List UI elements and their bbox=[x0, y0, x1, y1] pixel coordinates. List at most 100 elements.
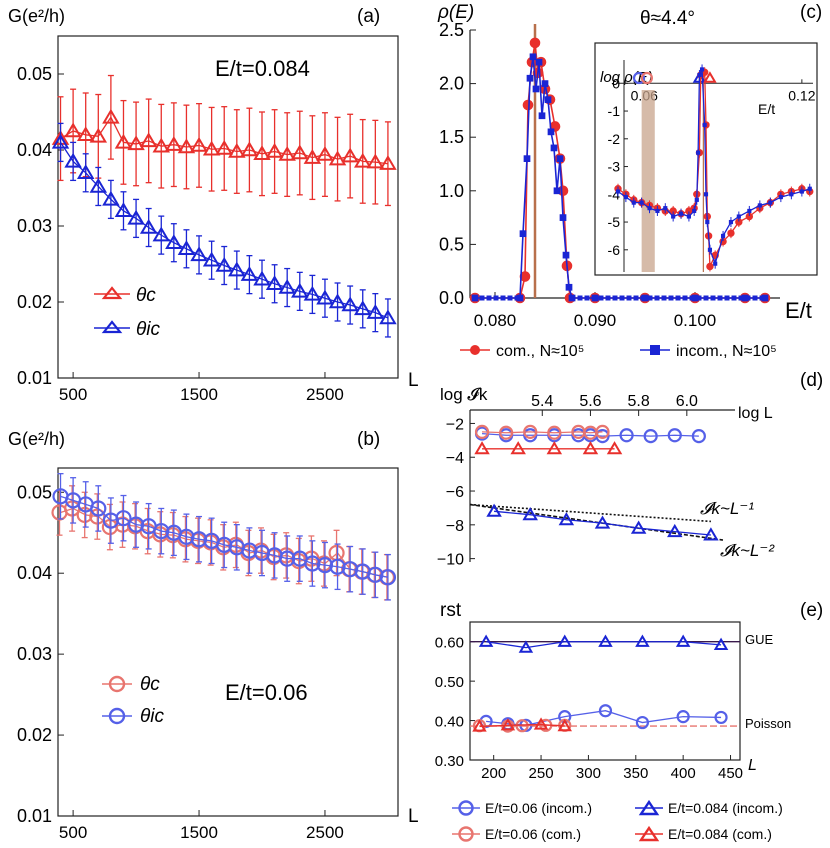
data-point bbox=[76, 126, 95, 142]
bl-label-0: E/t=0.06 (incom.) bbox=[485, 800, 592, 816]
data-point bbox=[529, 53, 537, 61]
data-point bbox=[606, 441, 623, 455]
data-point bbox=[557, 634, 572, 647]
panel-b-ylabel: G(e²/h) bbox=[8, 429, 65, 449]
panel-a: G(e²/h) (a) L E/t=0.084 500 1500 2500 0.01 0… bbox=[8, 6, 419, 404]
data-point bbox=[703, 527, 719, 541]
baseline-point bbox=[661, 295, 667, 301]
data-point bbox=[89, 127, 108, 143]
baseline-point bbox=[479, 295, 485, 301]
inset-data-point bbox=[623, 194, 628, 200]
data-point bbox=[635, 634, 650, 647]
data-point bbox=[177, 138, 196, 154]
baseline-point bbox=[710, 295, 716, 301]
inset-y-tick-label: -3 bbox=[608, 159, 621, 175]
data-point bbox=[228, 261, 246, 277]
legend-c-com-marker bbox=[470, 345, 480, 355]
data-point bbox=[278, 145, 296, 161]
y-tick-label: 0.01 bbox=[17, 806, 52, 826]
x-tick-label: 0.080 bbox=[474, 311, 517, 330]
panel-e-xlabel: L bbox=[748, 757, 757, 774]
baseline-point bbox=[500, 295, 506, 301]
baseline-point bbox=[605, 295, 611, 301]
x-tick-label: 350 bbox=[623, 765, 648, 782]
panel-b: G(e²/h) (b) L E/t=0.06 500 1500 2500 0.01 0.… bbox=[8, 429, 419, 842]
baseline-point bbox=[724, 295, 730, 301]
data-point bbox=[265, 142, 284, 158]
fit-label-l2: 𝓘k~L⁻² bbox=[720, 541, 775, 560]
panel-c-annotation: θ≈4.4° bbox=[640, 8, 695, 29]
panel-c-inset: log ρ(E) E/t -6-5-4-3-2-100.060.12 bbox=[594, 42, 818, 276]
data-point bbox=[510, 441, 526, 455]
data-point bbox=[127, 135, 145, 151]
panel-c-ylabel: ρ(E) bbox=[437, 2, 474, 23]
bl-marker-0 bbox=[458, 800, 474, 816]
series-line bbox=[479, 723, 565, 728]
data-point bbox=[102, 108, 120, 124]
baseline-point bbox=[598, 295, 604, 301]
inset-data-point bbox=[778, 194, 783, 200]
y-tick-label: 0.5 bbox=[439, 234, 464, 254]
inset-data-point bbox=[768, 200, 773, 205]
data-point bbox=[215, 256, 233, 272]
data-point bbox=[177, 240, 196, 256]
data-point bbox=[535, 58, 543, 66]
legend-a-red-marker bbox=[101, 286, 123, 300]
data-point bbox=[64, 152, 82, 168]
data-point bbox=[303, 285, 322, 301]
data-point bbox=[139, 132, 158, 148]
data-point bbox=[558, 512, 575, 526]
data-point bbox=[379, 309, 397, 325]
data-point bbox=[741, 294, 749, 302]
baseline-point bbox=[738, 295, 744, 301]
inset-data-point bbox=[678, 211, 684, 216]
inset-data-point bbox=[647, 206, 652, 211]
y-tick-label: −2 bbox=[446, 416, 464, 433]
data-point bbox=[529, 37, 541, 49]
y-tick-label: 1.0 bbox=[439, 181, 464, 201]
data-point bbox=[64, 122, 82, 138]
fit-line bbox=[469, 503, 711, 523]
data-point bbox=[341, 296, 359, 312]
x-tick-label: 5.6 bbox=[579, 393, 601, 410]
x-tick-label: 2500 bbox=[306, 823, 344, 842]
data-point bbox=[353, 152, 372, 168]
panel-b-label: (b) bbox=[357, 429, 380, 450]
baseline-point bbox=[647, 295, 653, 301]
inset-data-point bbox=[696, 150, 701, 155]
y-tick-label: 2.5 bbox=[439, 20, 464, 40]
baseline-point bbox=[570, 295, 576, 301]
data-point bbox=[228, 142, 246, 158]
inset-data-point bbox=[655, 208, 660, 214]
inset-y-tick-label: -5 bbox=[608, 214, 621, 230]
data-point bbox=[526, 74, 534, 82]
inset-data-point bbox=[663, 206, 668, 211]
data-point bbox=[278, 278, 296, 294]
y-tick-label: 0.30 bbox=[435, 753, 464, 770]
data-point bbox=[190, 136, 208, 152]
data-point bbox=[582, 441, 599, 455]
data-point bbox=[328, 293, 347, 309]
data-point bbox=[379, 155, 397, 170]
data-point bbox=[165, 234, 183, 249]
data-point bbox=[240, 266, 259, 281]
data-point bbox=[114, 133, 133, 149]
x-tick-label: 1500 bbox=[180, 385, 218, 404]
inset-data-point bbox=[639, 200, 644, 205]
inset-data-point bbox=[728, 219, 734, 225]
data-point bbox=[114, 202, 133, 218]
x-tick-label: 300 bbox=[576, 765, 601, 782]
baseline-point bbox=[682, 295, 688, 301]
bottom-legend: E/t=0.06 (incom.) E/t=0.084 (incom.) E/t… bbox=[452, 799, 783, 842]
bl-label-2: E/t=0.06 (com.) bbox=[485, 826, 581, 842]
x-tick-label: 0.090 bbox=[574, 311, 617, 330]
y-tick-label: −6 bbox=[446, 484, 464, 501]
data-point bbox=[714, 710, 728, 725]
panel-d: log 𝓘k (d) log L 5.4 5.6 5.8 6.0 −10 −8 −6 −4 −2… bbox=[437, 370, 823, 569]
data-point bbox=[366, 304, 385, 319]
baseline-point bbox=[640, 295, 646, 301]
data-point bbox=[541, 80, 549, 87]
data-point bbox=[557, 718, 572, 732]
data-point bbox=[619, 428, 634, 443]
baseline-point bbox=[752, 295, 758, 301]
